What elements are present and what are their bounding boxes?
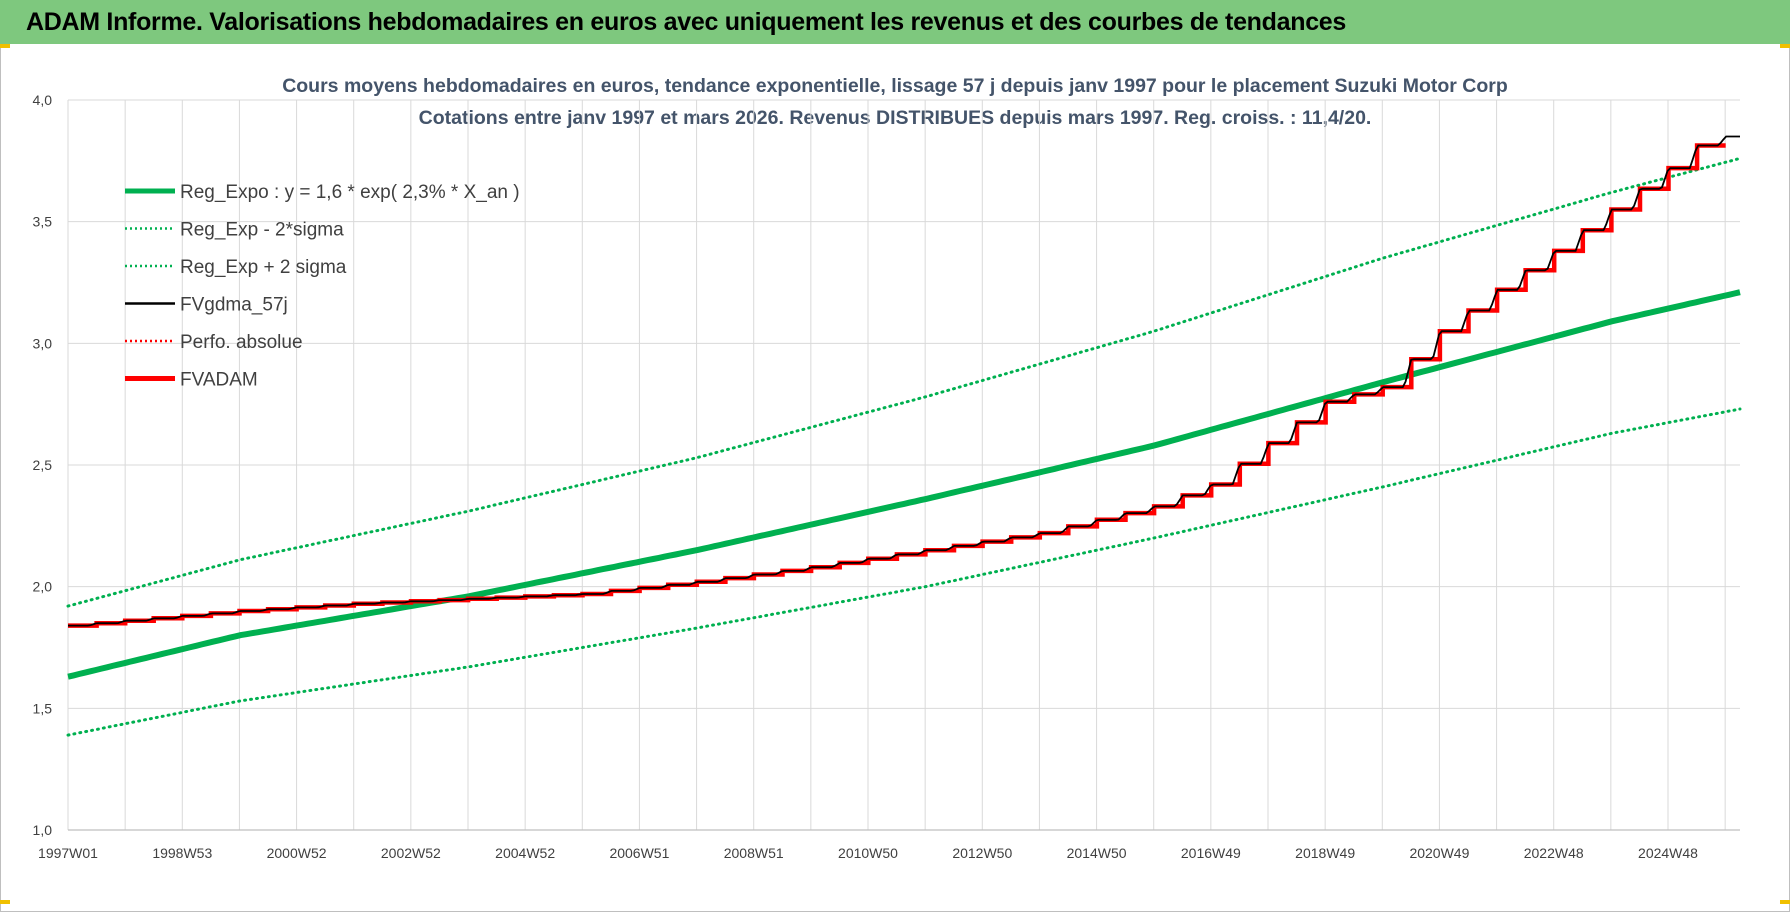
y-tick-label: 3,5 (33, 214, 53, 230)
x-tick-label: 2020W49 (1409, 845, 1469, 861)
series-reg-expo (67, 289, 1741, 680)
x-tick-label: 2024W48 (1638, 845, 1698, 861)
legend-label: FVADAM (180, 370, 258, 391)
corner-marker (1780, 44, 1790, 48)
report-title: ADAM Informe. Valorisations hebdomadaire… (26, 8, 1347, 36)
legend: Reg_Expo : y = 1,6 * exp( 2,3% * X_an ) R… (125, 182, 520, 391)
series-lines (66, 135, 1742, 737)
y-tick-label: 3,0 (33, 335, 53, 351)
series-fvgdma-57j (68, 135, 1740, 627)
x-tick-label: 2010W50 (838, 845, 898, 861)
legend-label: Reg_Exp - 2*sigma (180, 220, 344, 241)
chart-title-line-2: Cotations entre janv 1997 et mars 2026. … (419, 107, 1372, 129)
legend-label: FVgdma_57j (180, 295, 288, 316)
y-tick-label: 2,5 (33, 457, 53, 473)
y-tick-label: 2,0 (33, 579, 53, 595)
x-tick-label: 2008W51 (724, 845, 784, 861)
axes: 1,0 1,5 2,0 2,5 3,0 3,5 4,0 1997W01 1998W53 2000W… (33, 92, 1740, 861)
gridlines (67, 99, 1740, 831)
series-fvadam (68, 143, 1726, 628)
legend-label: Perfo. absolue (180, 332, 303, 353)
corner-marker (1780, 900, 1790, 904)
x-tick-label: 2022W48 (1524, 845, 1584, 861)
x-tick-label: 1997W01 (38, 845, 98, 861)
chart-title-line-1: Cours moyens hebdomadaires en euros, ten… (282, 75, 1508, 97)
y-tick-label: 1,5 (33, 700, 53, 716)
report-banner: ADAM Informe. Valorisations hebdomadaire… (0, 0, 1790, 44)
x-tick-label: 2004W52 (495, 845, 555, 861)
x-tick-label: 2006W51 (609, 845, 669, 861)
x-tick-label: 1998W53 (152, 845, 212, 861)
corner-marker (0, 44, 10, 48)
y-tick-label: 1,0 (33, 822, 53, 838)
series-reg-exp-minus-2sigma (66, 407, 1742, 737)
x-tick-label: 2016W49 (1181, 845, 1241, 861)
corner-marker (0, 900, 10, 904)
x-tick-label: 2000W52 (267, 845, 327, 861)
y-tick-label: 4,0 (33, 92, 53, 108)
x-tick-label: 2002W52 (381, 845, 441, 861)
x-tick-label: 2012W50 (952, 845, 1012, 861)
legend-label: Reg_Exp + 2 sigma (180, 257, 347, 278)
legend-label: Reg_Expo : y = 1,6 * exp( 2,3% * X_an ) (180, 182, 520, 203)
x-tick-label: 2018W49 (1295, 845, 1355, 861)
series-reg-exp-plus-2sigma (66, 156, 1742, 608)
x-tick-label: 2014W50 (1067, 845, 1127, 861)
